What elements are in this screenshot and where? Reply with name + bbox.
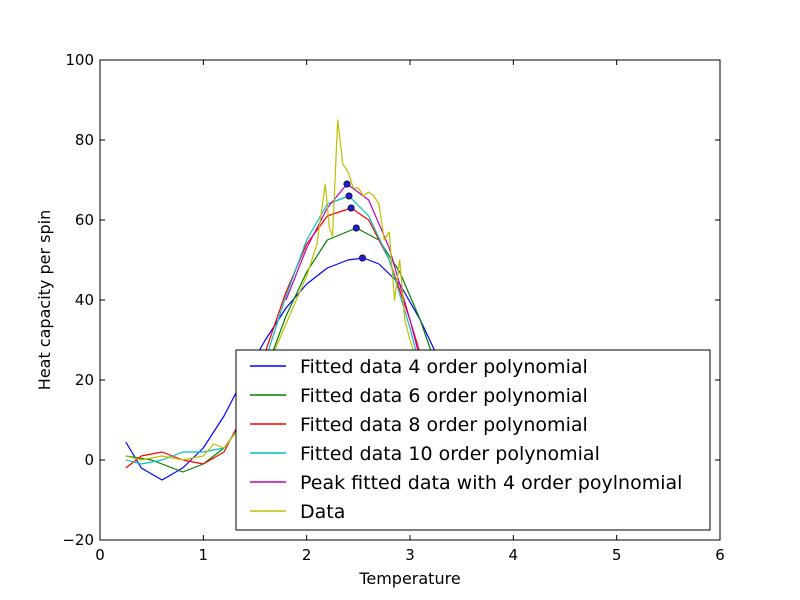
legend-box — [235, 349, 711, 531]
x-tick-label-3: 3 — [405, 546, 415, 564]
legend-label-2: Fitted data 8 order polynomial — [300, 414, 588, 436]
y-tick-label-1: 0 — [84, 451, 94, 469]
x-axis-label: Temperature — [358, 569, 460, 588]
legend-label-5: Data — [300, 501, 345, 523]
legend-label-0: Fitted data 4 order polynomial — [300, 356, 588, 378]
x-tick-label-0: 0 — [95, 546, 105, 564]
peak-marker-0 — [358, 254, 366, 262]
y-tick-label-2: 20 — [75, 371, 94, 389]
x-tick-label-5: 5 — [612, 546, 622, 564]
marker-layer — [343, 180, 366, 262]
x-tick-label-6: 6 — [715, 546, 725, 564]
series-line-2 — [125, 207, 447, 469]
series-line-1 — [125, 227, 458, 473]
legend-label-3: Fitted data 10 order polynomial — [300, 443, 600, 465]
legend-label-4: Peak fitted data with 4 order poylnomial — [300, 472, 682, 494]
peak-marker-2 — [347, 204, 355, 212]
y-tick-label-5: 80 — [75, 131, 94, 149]
y-axis-label: Heat capacity per spin — [35, 210, 54, 390]
peak-marker-4 — [343, 180, 351, 188]
peak-marker-1 — [352, 224, 360, 232]
x-tick-label-1: 1 — [199, 546, 209, 564]
legend: Fitted data 4 order polynomial Fitted dat… — [235, 349, 711, 531]
series-layer — [125, 119, 478, 481]
series-line-4 — [285, 183, 427, 381]
y-tick-label-6: 100 — [65, 51, 94, 69]
series-line-5 — [125, 119, 432, 461]
x-tick-label-2: 2 — [302, 546, 312, 564]
peak-marker-3 — [345, 192, 353, 200]
y-tick-label-3: 40 — [75, 291, 94, 309]
x-tick-label-4: 4 — [509, 546, 519, 564]
y-tick-label-4: 60 — [75, 211, 94, 229]
y-tick-label-0: −20 — [62, 531, 94, 549]
legend-label-1: Fitted data 6 order polynomial — [300, 385, 588, 407]
